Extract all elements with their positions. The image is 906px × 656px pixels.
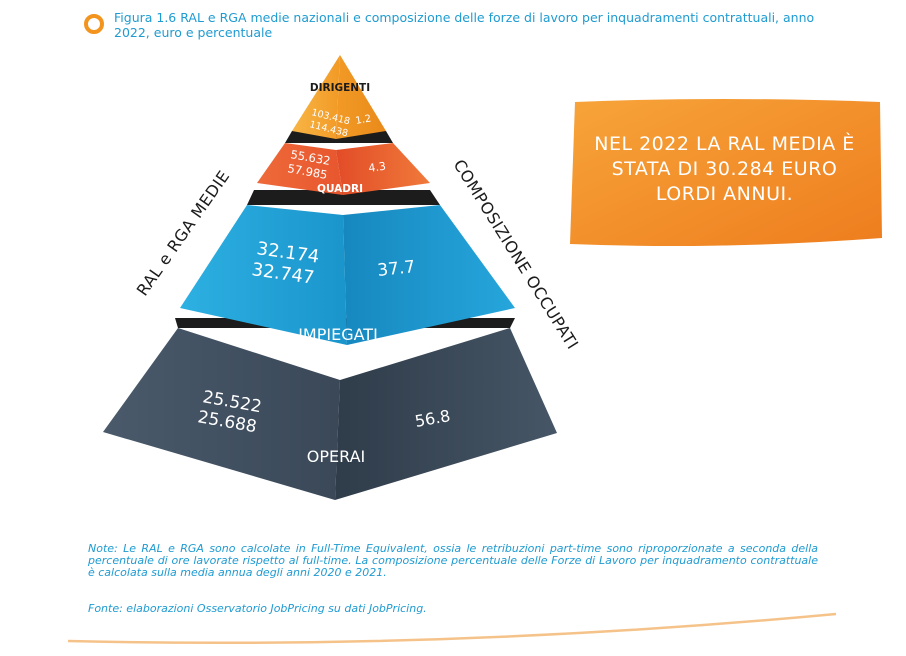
dirigenti-share: 1.2: [355, 113, 373, 127]
dirigenti-left-face: [292, 55, 340, 139]
footer-divider: [67, 612, 837, 645]
quadri-rga: 57.985: [286, 161, 328, 182]
circle-bullet-icon: [84, 14, 104, 34]
dirigenti-right-face: [336, 55, 386, 139]
impiegati-left-face: [180, 205, 347, 345]
quadri-share: 4.3: [368, 160, 387, 175]
gap-impiegati-quadri: [247, 190, 440, 205]
callout-text: NEL 2022 LA RAL MEDIA È STATA DI 30.284 …: [567, 132, 882, 207]
quadri-ral: 55.632: [289, 147, 331, 168]
quadri-right-face: [336, 143, 430, 195]
callout-line-3: LORDI ANNUI.: [655, 183, 794, 205]
callout-box: [570, 99, 882, 246]
operai-left-face: [103, 328, 340, 500]
operai-label: OPERAI: [307, 447, 365, 466]
impiegati-label: IMPIEGATI: [298, 325, 378, 344]
operai-right-face: [335, 328, 557, 500]
notes: Note: Le RAL e RGA sono calcolate in Ful…: [88, 542, 818, 579]
impiegati-share: 37.7: [376, 257, 416, 281]
quadri-left-face: [257, 143, 343, 195]
source-note: Fonte: elaborazioni Osservatorio JobPric…: [88, 602, 427, 615]
dirigenti-label: DIRIGENTI: [310, 82, 370, 94]
figure-caption: Figura 1.6 RAL e RGA medie nazionali e c…: [114, 10, 815, 40]
callout: NEL 2022 LA RAL MEDIA È STATA DI 30.284 …: [567, 100, 882, 247]
callout-line-2: STATA DI 30.284 EURO: [611, 158, 838, 180]
callout-line-1: NEL 2022 LA RAL MEDIA È: [594, 133, 855, 155]
impiegati-right-face: [343, 205, 515, 345]
quadri-label: QUADRI: [317, 183, 363, 195]
